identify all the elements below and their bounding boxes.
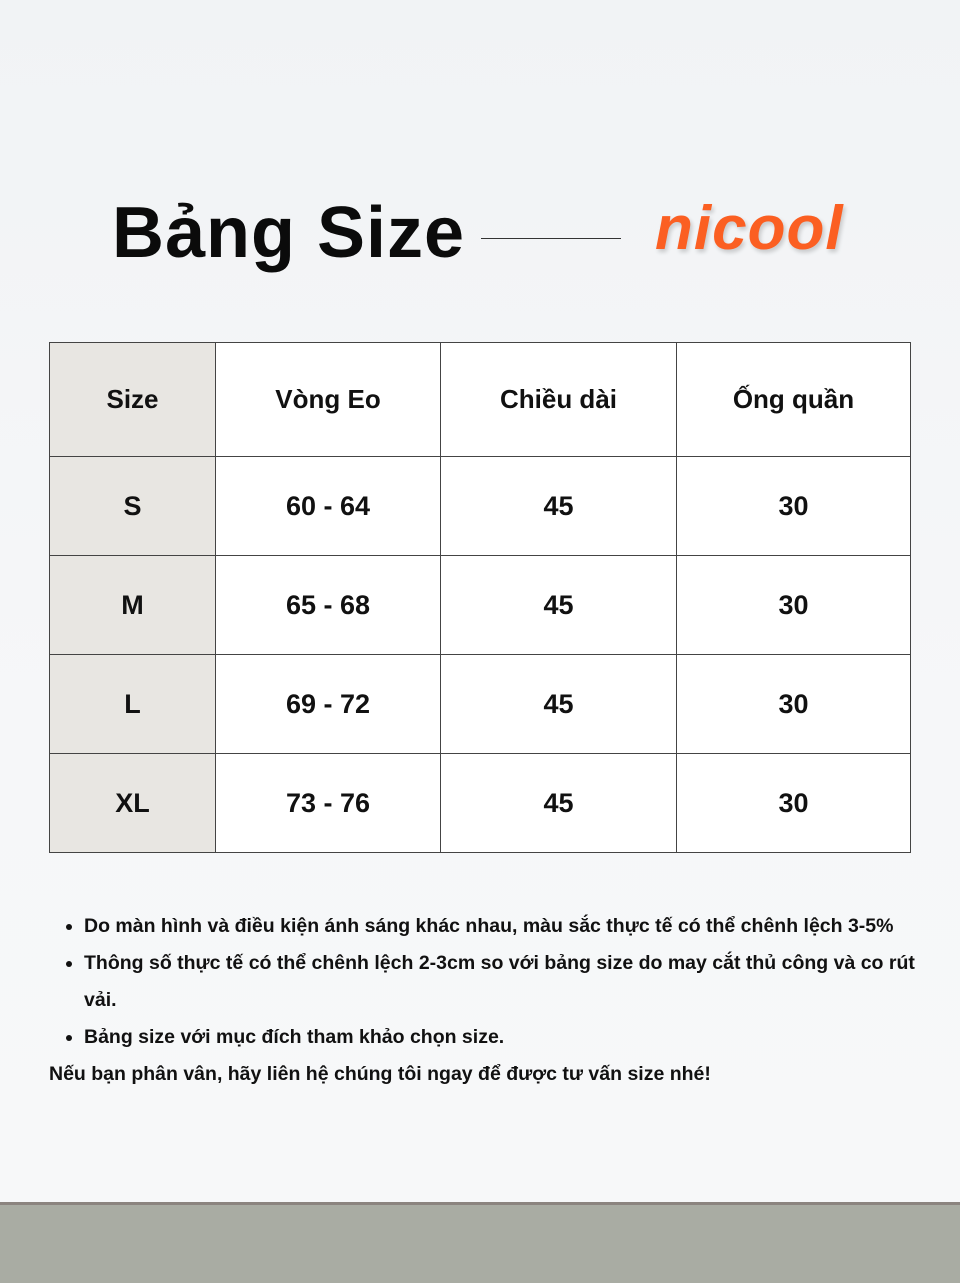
cell-leg-opening: 30 [676, 555, 911, 655]
note-item: Bảng size với mục đích tham khảo chọn si… [84, 1019, 929, 1056]
header-leg-opening: Ống quần [676, 342, 911, 457]
cell-waist: 60 - 64 [215, 456, 441, 556]
header-size: Size [49, 342, 216, 457]
size-table: Size Vòng Eo Chiều dài Ống quần S 60 - 6… [49, 342, 911, 853]
table-row: L 69 - 72 45 30 [49, 654, 911, 754]
header-length: Chiều dài [440, 342, 677, 457]
notes-section: Do màn hình và điều kiện ánh sáng khác n… [49, 908, 929, 1093]
cell-leg-opening: 30 [676, 456, 911, 556]
cell-waist: 73 - 76 [215, 753, 441, 853]
cell-length: 45 [440, 456, 677, 556]
cell-length: 45 [440, 654, 677, 754]
header-waist: Vòng Eo [215, 342, 441, 457]
page-title: Bảng Size [112, 193, 466, 273]
table-row: S 60 - 64 45 30 [49, 456, 911, 556]
cell-size: M [49, 555, 216, 655]
note-item: Do màn hình và điều kiện ánh sáng khác n… [84, 908, 929, 945]
cell-size: S [49, 456, 216, 556]
floor-surface [0, 1202, 960, 1283]
cell-length: 45 [440, 753, 677, 853]
table-row: M 65 - 68 45 30 [49, 555, 911, 655]
cell-size: XL [49, 753, 216, 853]
notes-list: Do màn hình và điều kiện ánh sáng khác n… [49, 908, 929, 1056]
cell-waist: 69 - 72 [215, 654, 441, 754]
cell-size: L [49, 654, 216, 754]
table-row: XL 73 - 76 45 30 [49, 753, 911, 853]
cell-waist: 65 - 68 [215, 555, 441, 655]
cell-leg-opening: 30 [676, 654, 911, 754]
table-header-row: Size Vòng Eo Chiều dài Ống quần [49, 342, 911, 457]
brand-logo: nicool [655, 194, 844, 263]
title-divider [481, 238, 621, 239]
note-item: Thông số thực tế có thể chênh lệch 2-3cm… [84, 945, 929, 1019]
contact-note: Nếu bạn phân vân, hãy liên hệ chúng tôi … [49, 1063, 711, 1085]
cell-leg-opening: 30 [676, 753, 911, 853]
cell-length: 45 [440, 555, 677, 655]
